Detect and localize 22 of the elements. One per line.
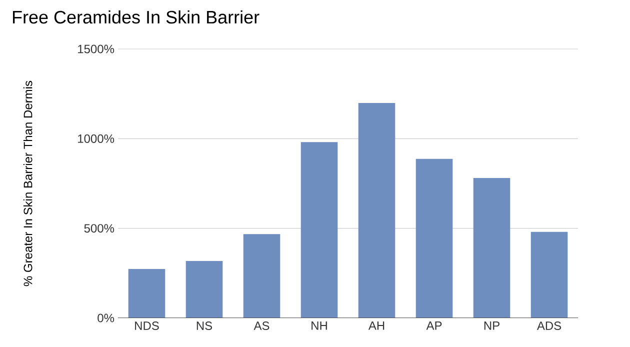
x-tick-label: NP <box>484 322 500 330</box>
bar <box>530 232 568 318</box>
x-tick-label: NS <box>196 322 212 330</box>
y-tick-label: 500% <box>84 224 114 233</box>
x-tick-label: NDS <box>135 322 159 330</box>
bar <box>473 178 510 318</box>
x-tick-label: AS <box>254 322 270 330</box>
y-tick-label: 0% <box>98 314 114 322</box>
x-tick-label: NH <box>312 322 327 330</box>
x-tick-label: AP <box>426 322 442 330</box>
bar <box>358 102 396 318</box>
x-tick-label: AH <box>368 322 384 330</box>
bar <box>186 260 223 318</box>
bar <box>300 142 338 318</box>
bar <box>128 269 166 318</box>
y-tick-label: 1500% <box>78 44 114 54</box>
x-tick-label: ADS <box>536 322 562 330</box>
chart-title: Free Ceramides In Skin Barrier <box>13 10 260 24</box>
y-axis-title: % Greater In Skin Barrier Than Dermis <box>23 80 32 286</box>
bar <box>243 234 280 318</box>
y-tick-label: 1000% <box>78 134 114 143</box>
bar <box>416 158 453 318</box>
